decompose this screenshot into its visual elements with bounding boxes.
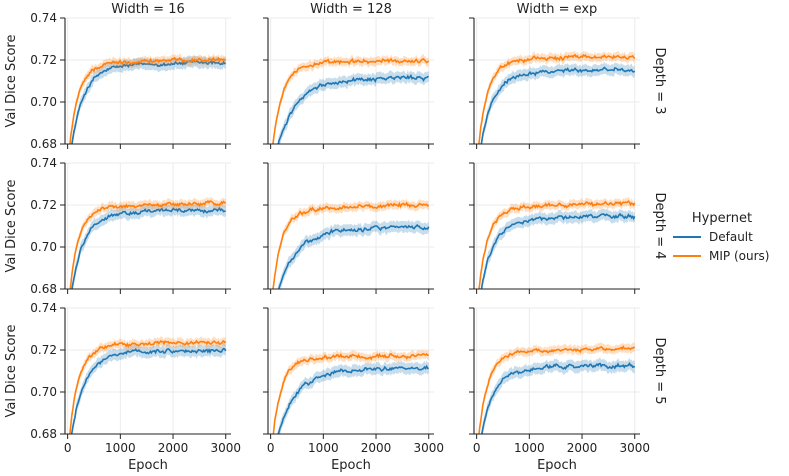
y-tick-label: 0.70 [30, 95, 57, 109]
series-band-default [71, 202, 226, 289]
x-tick-label: 2000 [361, 441, 392, 455]
series-band-default [276, 360, 429, 434]
series-line-mip [272, 57, 430, 144]
column-title: Width = 16 [111, 2, 184, 17]
x-tick-label: 1000 [514, 441, 545, 455]
x-tick-label: 1000 [105, 441, 136, 455]
series-band-mip [478, 50, 635, 144]
y-axis-label: Val Dice Score [4, 180, 19, 273]
y-tick-label: 0.72 [30, 198, 57, 212]
row-title: Depth = 5 [652, 337, 667, 404]
panel-2-1: 0 1000 2000 3000 [263, 307, 444, 455]
series-group [478, 196, 636, 289]
y-tick-label: 0.74 [30, 301, 57, 315]
x-tick-label: 2000 [567, 441, 598, 455]
panel-0-1 [263, 17, 434, 149]
y-tick-label: 0.74 [30, 156, 57, 170]
x-axis-label: Epoch [537, 458, 577, 473]
y-axis-label: Val Dice Score [4, 35, 19, 128]
x-tick-label: 3000 [619, 441, 650, 455]
series-band-default [276, 69, 429, 144]
y-tick-label: 0.70 [30, 240, 57, 254]
series-group [478, 50, 636, 144]
series-line-default [481, 361, 636, 434]
series-band-mip [272, 349, 429, 434]
series-group [69, 196, 227, 289]
x-tick-label: 3000 [413, 441, 444, 455]
panel-1-1 [263, 162, 434, 294]
chart-panels: 0.68 0.70 0.72 0.74 0.68 0.70 0.72 0.74 0 1000 200… [30, 11, 650, 455]
x-tick-label: 0 [473, 441, 481, 455]
series-band-mip [478, 342, 635, 434]
legend-entry: MIP (ours) [709, 249, 769, 263]
series-group [272, 349, 429, 434]
panel-1-2 [469, 162, 640, 294]
panel-2-0: 0 1000 2000 3000 0.68 0.70 0.72 0.74 [30, 301, 241, 455]
y-tick-label: 0.70 [30, 385, 57, 399]
series-line-mip [272, 201, 430, 289]
row-title: Depth = 3 [652, 47, 667, 114]
series-line-default [480, 212, 636, 289]
panel-0-2 [469, 17, 640, 149]
legend-entry: Default [709, 230, 753, 244]
y-tick-label: 0.72 [30, 53, 57, 67]
series-line-mip [69, 56, 226, 144]
legend-title: Hypernet [692, 211, 752, 226]
series-band-mip [69, 53, 226, 144]
y-tick-label: 0.68 [30, 137, 57, 151]
y-axis-label: Val Dice Score [4, 325, 19, 418]
series-group [272, 53, 430, 144]
panel-0-0: 0.68 0.70 0.72 0.74 [30, 11, 231, 151]
series-line-default [277, 223, 430, 289]
column-title: Width = exp [517, 2, 598, 17]
y-tick-label: 0.74 [30, 11, 57, 25]
series-band-default [71, 55, 226, 144]
panel-1-0: 0.68 0.70 0.72 0.74 [30, 156, 231, 296]
series-line-default [480, 66, 636, 144]
y-tick-label: 0.68 [30, 427, 57, 441]
series-group [478, 342, 636, 434]
series-band-default [480, 61, 635, 144]
series-line-mip [69, 200, 227, 289]
y-tick-label: 0.68 [30, 282, 57, 296]
series-line-mip [478, 200, 636, 289]
x-axis-label: Epoch [331, 458, 371, 473]
series-line-default [70, 347, 227, 434]
series-band-mip [478, 196, 635, 289]
series-line-mip [272, 352, 429, 434]
y-tick-label: 0.72 [30, 343, 57, 357]
series-line-mip [478, 345, 636, 434]
series-line-default [277, 73, 429, 144]
series-band-default [277, 219, 429, 289]
series-group [272, 198, 430, 289]
panel-2-2: 0 1000 2000 3000 [469, 307, 650, 455]
chart-labels: Width = 16 Width = 128 Width = exp Depth = … [4, 2, 667, 473]
x-tick-label: 3000 [210, 441, 241, 455]
series-group [69, 336, 227, 434]
series-line-mip [478, 53, 636, 144]
series-band-default [70, 342, 226, 434]
series-group [69, 53, 226, 144]
x-tick-label: 0 [267, 441, 275, 455]
series-band-default [480, 208, 635, 289]
x-axis-label: Epoch [128, 458, 168, 473]
chart-legend: Hypernet Default MIP (ours) [673, 211, 769, 263]
x-tick-label: 2000 [158, 441, 189, 455]
x-tick-label: 0 [64, 441, 72, 455]
series-line-default [71, 206, 226, 289]
series-line-default [71, 59, 226, 144]
series-line-default [277, 364, 429, 434]
series-band-mip [272, 198, 429, 289]
series-band-mip [69, 336, 226, 434]
column-title: Width = 128 [310, 2, 392, 17]
row-title: Depth = 4 [652, 192, 667, 259]
series-line-mip [69, 339, 227, 434]
x-tick-label: 1000 [308, 441, 339, 455]
series-band-default [480, 357, 635, 434]
